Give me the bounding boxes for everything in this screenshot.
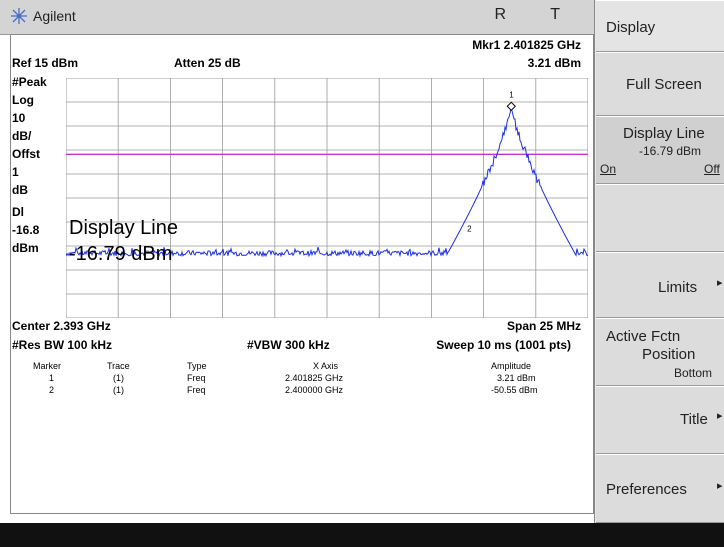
submenu-arrow-icon: ▸ <box>717 480 723 492</box>
col-header-amplitude: Amplitude <box>491 361 532 371</box>
detector-label: #Peak <box>12 75 47 89</box>
span: Span 25 MHz <box>506 319 581 333</box>
title-bar: Agilent R T <box>0 0 594 35</box>
display-line-key-value: -16.79 dBm <box>639 144 702 158</box>
table-cell: (1) <box>113 385 124 395</box>
attenuation: Atten 25 dB <box>174 56 241 70</box>
marker-1-label: 1 <box>509 90 514 99</box>
full-screen-label: Full Screen <box>626 76 702 93</box>
display-line-label: Dl <box>12 205 24 219</box>
position-value: Bottom <box>674 366 713 380</box>
limits-button[interactable]: Limits ▸ <box>596 252 724 318</box>
offset-unit-label: dB <box>12 183 28 197</box>
col-header-x-axis: X Axis <box>313 361 339 371</box>
preferences-label: Preferences <box>606 481 687 498</box>
agilent-spark-icon <box>11 8 27 24</box>
measurement-area: Mkr1 2.401825 GHz Ref 15 dBm Atten 25 dB… <box>10 34 594 356</box>
softkey-panel: Display Full Screen Display Line -16.79 … <box>596 0 724 523</box>
active-fctn-label: Active Fctn <box>606 328 681 345</box>
table-cell: 3.21 dBm <box>497 373 536 383</box>
bottom-status-bar <box>0 523 724 547</box>
submenu-arrow-icon: ▸ <box>717 277 723 289</box>
full-screen-button[interactable]: Full Screen <box>596 52 724 116</box>
agilent-logo: Agilent <box>10 7 76 25</box>
menu-title: Display <box>596 0 724 52</box>
table-cell: 1 <box>49 373 55 383</box>
display-line-unit-label: dBm <box>12 241 39 255</box>
title-key-label: Title <box>680 411 708 428</box>
table-cell: 2 <box>49 385 55 395</box>
marker-2-label: 2 <box>467 224 472 233</box>
marker-table: Marker Trace Type X Axis Amplitude 1 (1)… <box>10 355 594 514</box>
video-bandwidth: #VBW 300 kHz <box>247 338 330 352</box>
table-cell: Freq <box>187 385 206 395</box>
title-button[interactable]: Title ▸ <box>596 386 724 454</box>
scale-type-label: Log <box>12 93 34 107</box>
offset-label: Offst <box>12 147 40 161</box>
marker-readout: Mkr1 2.401825 GHz <box>472 38 581 52</box>
marker-1-diamond <box>506 101 516 112</box>
display-line-off: Off <box>704 162 720 176</box>
display-line-value-label: -16.8 <box>12 223 40 237</box>
center-frequency: Center 2.393 GHz <box>12 319 111 333</box>
analyzer-screen: Agilent R T Mkr1 2.401825 GHz Ref 15 dBm… <box>0 0 595 523</box>
col-header-type: Type <box>187 361 207 371</box>
table-cell: (1) <box>113 373 124 383</box>
col-header-trace: Trace <box>107 361 130 371</box>
ref-level: Ref 15 dBm <box>12 56 79 70</box>
spectrum-plot: 12 <box>66 78 588 318</box>
status-indicators: R T <box>494 6 580 23</box>
display-line-annotation-value: -16.79 dBm <box>69 243 173 265</box>
spectrum-trace <box>66 106 588 258</box>
scale-unit-label: dB/ <box>12 129 32 143</box>
table-cell: -50.55 dBm <box>491 385 538 395</box>
blank-softkey[interactable] <box>596 184 724 252</box>
display-line-annotation: Display Line <box>69 217 178 239</box>
submenu-arrow-icon: ▸ <box>717 410 723 422</box>
table-cell: Freq <box>187 373 206 383</box>
resolution-bandwidth: #Res BW 100 kHz <box>12 338 113 352</box>
display-line-on: On <box>600 162 617 176</box>
display-line-button[interactable]: Display Line -16.79 dBm On Off <box>596 116 724 184</box>
offset-value-label: 1 <box>12 165 19 179</box>
table-cell: 2.400000 GHz <box>285 385 344 395</box>
active-function-position-button[interactable]: Active Fctn Position Bottom <box>596 318 724 386</box>
limits-label: Limits <box>658 279 698 296</box>
sweep-time: Sweep 10 ms (1001 pts) <box>436 338 571 352</box>
preferences-button[interactable]: Preferences ▸ <box>596 454 724 523</box>
logo-text: Agilent <box>33 8 76 24</box>
menu-title-label: Display <box>606 19 656 36</box>
scale-value-label: 10 <box>12 111 26 125</box>
col-header-marker: Marker <box>33 361 62 371</box>
display-line-key-label: Display Line <box>623 125 705 142</box>
position-label: Position <box>642 346 696 363</box>
table-cell: 2.401825 GHz <box>285 373 344 383</box>
marker-amplitude: 3.21 dBm <box>527 56 581 70</box>
